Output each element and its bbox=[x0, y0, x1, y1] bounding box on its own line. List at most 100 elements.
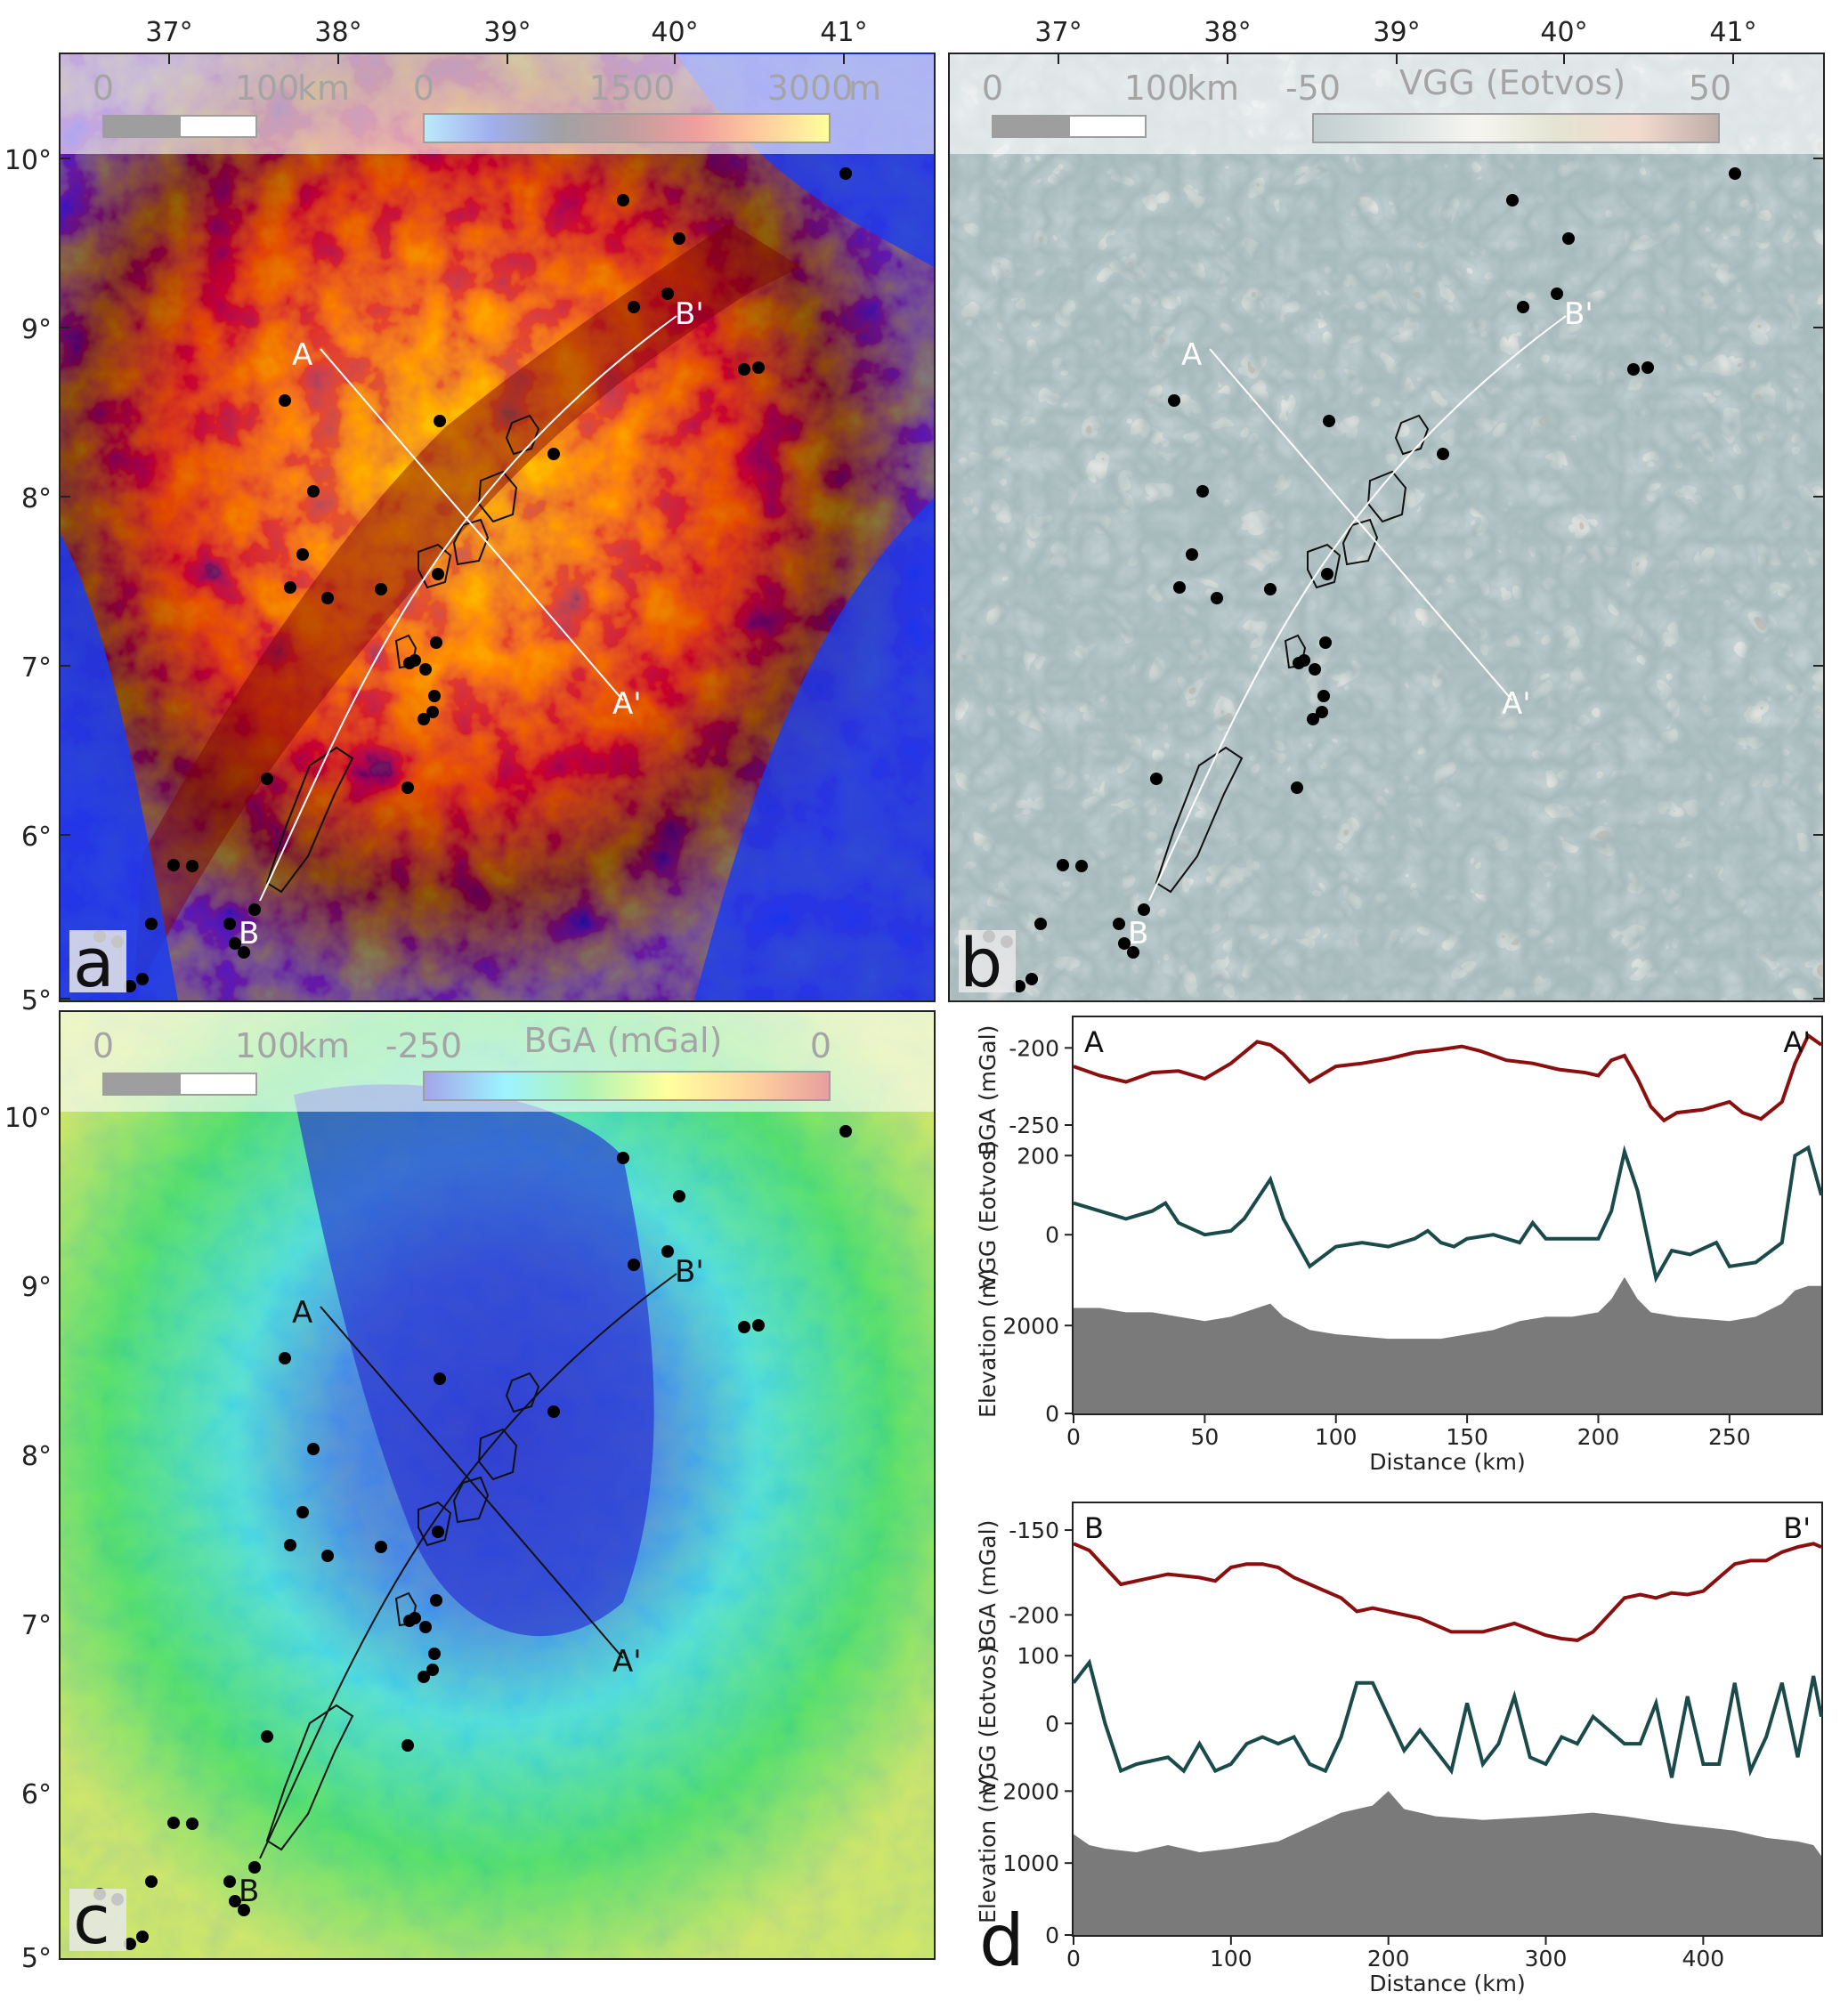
c-station-dot bbox=[321, 1550, 334, 1562]
b-station-dot bbox=[1013, 980, 1025, 992]
b-station-dot bbox=[1150, 773, 1163, 785]
profile-aa-end-label: A' bbox=[1783, 1025, 1811, 1059]
c-station-dot bbox=[661, 1245, 674, 1258]
c-station-dot bbox=[432, 1526, 444, 1538]
b-volcanic-outline-3 bbox=[1307, 543, 1341, 589]
a-station-dot bbox=[673, 232, 685, 245]
lat-tick-label-c-4: 6° bbox=[21, 1779, 52, 1810]
lon-tick-label-top-b-3: 40° bbox=[1540, 17, 1587, 48]
a-station-dot bbox=[238, 946, 250, 959]
lon-tick-label-top-a-1: 38° bbox=[314, 17, 361, 48]
a-station-dot bbox=[321, 592, 334, 604]
b-profile-line-aa bbox=[1209, 348, 1513, 701]
b-station-dot bbox=[1307, 713, 1319, 725]
a-station-dot bbox=[229, 937, 241, 950]
c-station-dot bbox=[428, 1648, 441, 1660]
b-station-dot bbox=[1517, 301, 1529, 313]
a-station-dot bbox=[434, 415, 446, 427]
c-profile-label-2: B bbox=[239, 1874, 259, 1909]
profile-aa-start-label: A bbox=[1084, 1025, 1104, 1059]
c-station-dot bbox=[434, 1372, 446, 1385]
c-station-dot bbox=[547, 1405, 560, 1418]
c-profile-line-bb bbox=[259, 1273, 677, 1859]
c-volcanic-outline-5 bbox=[265, 1704, 354, 1851]
lat-tick-label-c-5: 5° bbox=[21, 1943, 52, 1974]
c-station-dot bbox=[238, 1904, 250, 1916]
b-station-dot bbox=[1323, 415, 1335, 427]
a-station-dot bbox=[279, 394, 291, 407]
a-profile-label-1: A' bbox=[612, 686, 642, 722]
c-station-dot bbox=[430, 1594, 442, 1607]
profile-aa-x-tick-label-0: 0 bbox=[1066, 1424, 1081, 1450]
c-station-dot bbox=[426, 1664, 439, 1676]
a-profile-label-0: A bbox=[292, 337, 312, 373]
profile-bb-xlabel: Distance (km) bbox=[1369, 1971, 1526, 1996]
lat-tick-label-a-2: 8° bbox=[21, 483, 52, 514]
map-axis-labels: 37° 37° 38° 38° 39° 39° 40° 40° 41° 41° 10° 10° 9° 9°… bbox=[4, 17, 1824, 1974]
b-station-dot bbox=[1316, 706, 1328, 718]
profile-aa-x-tick-label-3: 150 bbox=[1446, 1424, 1488, 1450]
panel-a-elevation-map: AA'BB'0100km015003000m bbox=[59, 53, 936, 1002]
c-station-dot bbox=[284, 1539, 296, 1551]
lon-tick-label-top-b-0: 37° bbox=[1034, 17, 1082, 48]
a-volcanic-outline-5 bbox=[265, 746, 354, 894]
c-station-dot bbox=[401, 1739, 414, 1752]
profile-bb-bga-tick-label-0: -150 bbox=[1009, 1518, 1059, 1543]
b-station-dot bbox=[1034, 918, 1047, 930]
lat-tick-label-c-2: 8° bbox=[21, 1441, 52, 1472]
b-profile-label-1: A' bbox=[1502, 686, 1531, 722]
profile-aa-bga-tick-label-0: -200 bbox=[1009, 1035, 1059, 1061]
profile-aa-elev-tick-label-1: 0 bbox=[1045, 1401, 1059, 1427]
b-station-dot bbox=[1309, 663, 1321, 676]
b-station-dot bbox=[1321, 568, 1333, 580]
profile-aa-x-tick-label-5: 250 bbox=[1708, 1424, 1751, 1450]
b-profile-label-0: A bbox=[1181, 337, 1202, 373]
lon-tick-label-top-a-4: 41° bbox=[820, 17, 867, 48]
profile-bb-vgg-tick-label-1: 0 bbox=[1045, 1711, 1059, 1737]
c-station-dot bbox=[419, 1621, 432, 1633]
b-profile-line-bb bbox=[1148, 315, 1567, 902]
a-station-dot bbox=[738, 363, 750, 376]
c-station-dot bbox=[628, 1259, 640, 1271]
a-station-dot bbox=[223, 918, 236, 930]
c-station-dot bbox=[261, 1730, 273, 1743]
c-station-dot bbox=[124, 1938, 136, 1950]
a-station-dot bbox=[430, 636, 442, 649]
c-station-dot bbox=[738, 1321, 750, 1333]
lat-tick-label-c-0: 10° bbox=[4, 1103, 52, 1134]
a-station-dot bbox=[628, 301, 640, 313]
profile-aa-x-tick-label-1: 50 bbox=[1190, 1424, 1219, 1450]
panel-b-header-band bbox=[950, 54, 1823, 154]
b-profile-label-3: B' bbox=[1564, 296, 1593, 332]
profile-aa-vgg-tick-label-1: 0 bbox=[1045, 1222, 1059, 1248]
lon-tick-label-top-a-2: 39° bbox=[483, 17, 531, 48]
profile-aa-vgg-line bbox=[1073, 1145, 1823, 1283]
lat-tick-label-a-5: 5° bbox=[21, 985, 52, 1016]
a-station-dot bbox=[136, 973, 149, 985]
a-volcanic-outline-0 bbox=[505, 414, 540, 456]
b-station-dot bbox=[1057, 859, 1069, 871]
b-station-dot bbox=[1173, 581, 1186, 594]
profile-bb-x-tick-label-2: 200 bbox=[1367, 1946, 1410, 1971]
c-station-dot bbox=[417, 1671, 430, 1683]
a-volcanic-outline-2 bbox=[452, 518, 490, 566]
c-station-dot bbox=[223, 1875, 236, 1888]
b-station-dot bbox=[1168, 394, 1180, 407]
lat-tick-label-a-4: 6° bbox=[21, 822, 52, 853]
a-station-dot bbox=[661, 287, 674, 300]
a-station-dot bbox=[547, 448, 560, 460]
a-station-dot bbox=[428, 690, 441, 702]
panel-a-lowland-east bbox=[677, 53, 934, 1000]
a-station-dot bbox=[124, 980, 136, 992]
b-station-dot bbox=[1627, 363, 1640, 376]
c-volcanic-outline-2 bbox=[452, 1476, 490, 1524]
a-profile-label-3: B' bbox=[675, 296, 704, 332]
lon-tick-label-top-b-1: 38° bbox=[1204, 17, 1251, 48]
b-station-dot bbox=[1317, 690, 1330, 702]
panel-b-label-box bbox=[959, 930, 1016, 992]
lat-tick-label-a-3: 7° bbox=[21, 652, 52, 684]
b-station-dot bbox=[1127, 946, 1139, 959]
lon-tick-label-top-b-2: 39° bbox=[1373, 17, 1420, 48]
